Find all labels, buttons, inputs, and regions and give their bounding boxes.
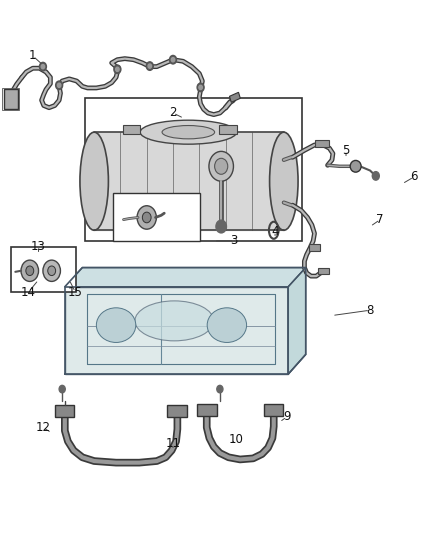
Ellipse shape	[269, 132, 298, 230]
Text: 1: 1	[29, 50, 37, 62]
Circle shape	[148, 64, 152, 68]
Bar	[123, 125, 140, 134]
Circle shape	[56, 81, 63, 90]
Ellipse shape	[350, 160, 361, 172]
Ellipse shape	[96, 308, 136, 342]
Bar	[113, 193, 200, 241]
Text: 7: 7	[376, 213, 384, 226]
Ellipse shape	[80, 132, 109, 230]
Bar	[167, 405, 187, 417]
Circle shape	[26, 266, 34, 276]
Polygon shape	[288, 268, 306, 374]
Circle shape	[217, 385, 223, 393]
Text: 4: 4	[271, 225, 279, 238]
Text: 13: 13	[31, 240, 46, 253]
Bar	[85, 98, 302, 241]
Circle shape	[209, 151, 233, 181]
Bar	[315, 140, 329, 147]
Circle shape	[146, 62, 153, 70]
Circle shape	[41, 64, 45, 69]
Bar	[309, 244, 320, 251]
Ellipse shape	[207, 308, 247, 342]
Ellipse shape	[140, 120, 237, 144]
Polygon shape	[65, 287, 288, 374]
Text: 3: 3	[231, 235, 238, 247]
Text: 15: 15	[68, 286, 83, 298]
Text: 11: 11	[166, 437, 180, 450]
Circle shape	[114, 65, 121, 74]
Polygon shape	[65, 268, 306, 287]
Circle shape	[57, 83, 61, 87]
Ellipse shape	[162, 126, 215, 139]
Circle shape	[170, 55, 177, 64]
Bar	[197, 404, 217, 416]
Circle shape	[59, 385, 65, 393]
Bar	[11, 247, 76, 292]
Circle shape	[48, 266, 56, 276]
Circle shape	[21, 260, 39, 281]
Circle shape	[43, 260, 60, 281]
Circle shape	[216, 220, 226, 233]
Text: 14: 14	[21, 286, 36, 298]
Circle shape	[199, 85, 202, 90]
Circle shape	[137, 206, 156, 229]
Bar	[4, 89, 18, 109]
Text: 8: 8	[367, 304, 374, 317]
Circle shape	[116, 67, 119, 71]
Circle shape	[197, 83, 204, 92]
Bar	[2, 88, 19, 110]
Text: 6: 6	[410, 171, 418, 183]
Bar	[219, 125, 237, 134]
Circle shape	[215, 158, 228, 174]
Bar	[55, 405, 74, 417]
Polygon shape	[94, 132, 284, 230]
Text: 2: 2	[169, 107, 177, 119]
Ellipse shape	[135, 301, 214, 341]
Text: 12: 12	[35, 421, 50, 434]
Bar	[318, 268, 328, 274]
Text: 5: 5	[343, 144, 350, 157]
Circle shape	[39, 62, 46, 71]
Bar	[230, 92, 240, 102]
Bar	[264, 404, 283, 416]
Circle shape	[372, 172, 379, 180]
Text: 10: 10	[228, 433, 243, 446]
Circle shape	[171, 58, 175, 62]
Circle shape	[142, 212, 151, 223]
Text: 9: 9	[283, 410, 291, 423]
